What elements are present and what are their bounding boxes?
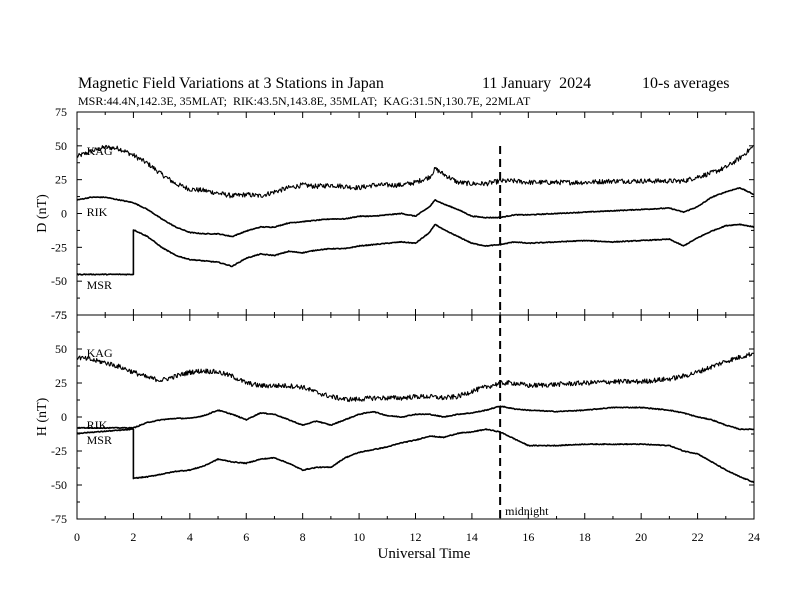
y-tick-label: -25	[51, 444, 67, 458]
series-label-msr: MSR	[87, 433, 112, 447]
series-line-msr	[76, 428, 755, 484]
series-line-rik	[76, 405, 755, 431]
panel-frame	[76, 111, 755, 316]
x-tick-label: 12	[410, 530, 422, 544]
chart-title: Magnetic Field Variations at 3 Stations …	[78, 75, 384, 92]
x-tick-label: 14	[466, 530, 478, 544]
x-tick-label: 20	[635, 530, 647, 544]
x-tick-label: 22	[692, 530, 704, 544]
x-tick-label: 2	[130, 530, 136, 544]
series-label-kag: KAG	[87, 346, 113, 360]
y-tick-label: 50	[55, 342, 67, 356]
y-tick-label: 0	[61, 207, 67, 221]
x-tick-label: 0	[74, 530, 80, 544]
y-tick-label: -50	[51, 478, 67, 492]
chart-subtitle: MSR:44.4N,142.3E, 35MLAT; RIK:43.5N,143.…	[78, 94, 531, 108]
panel-frame	[76, 314, 755, 520]
series-label-rik: RIK	[87, 205, 108, 219]
x-tick-label: 24	[748, 530, 760, 544]
x-tick-label: 10	[353, 530, 365, 544]
y-tick-label: 0	[61, 410, 67, 424]
x-tick-label: 18	[579, 530, 591, 544]
series-label-msr: MSR	[87, 278, 112, 292]
y-tick-label: 50	[55, 139, 67, 153]
y-tick-label: -75	[51, 308, 67, 322]
series-line-rik	[76, 187, 755, 238]
x-tick-label: 8	[300, 530, 306, 544]
series-line-kag	[76, 144, 755, 199]
series-line-kag	[76, 352, 755, 403]
y-axis-label: D (nT)	[35, 194, 50, 233]
chart-date: 11 January 2024	[482, 75, 591, 92]
x-tick-label: 6	[243, 530, 249, 544]
x-tick-label: 16	[522, 530, 534, 544]
y-tick-label: 25	[55, 376, 67, 390]
series-line-msr	[76, 223, 755, 276]
y-tick-label: 75	[55, 308, 67, 322]
series-label-rik: RIK	[87, 418, 108, 432]
x-axis-label: Universal Time	[378, 546, 471, 562]
y-tick-label: -50	[51, 274, 67, 288]
chart-averaging: 10-s averages	[642, 75, 730, 92]
y-tick-label: -75	[51, 512, 67, 526]
x-tick-label: 4	[187, 530, 193, 544]
midnight-label: midnight	[505, 504, 549, 518]
y-tick-label: 25	[55, 173, 67, 187]
y-axis-label: H (nT)	[35, 397, 50, 436]
y-tick-label: -25	[51, 240, 67, 254]
y-tick-label: 75	[55, 105, 67, 119]
series-label-kag: KAG	[87, 144, 113, 158]
